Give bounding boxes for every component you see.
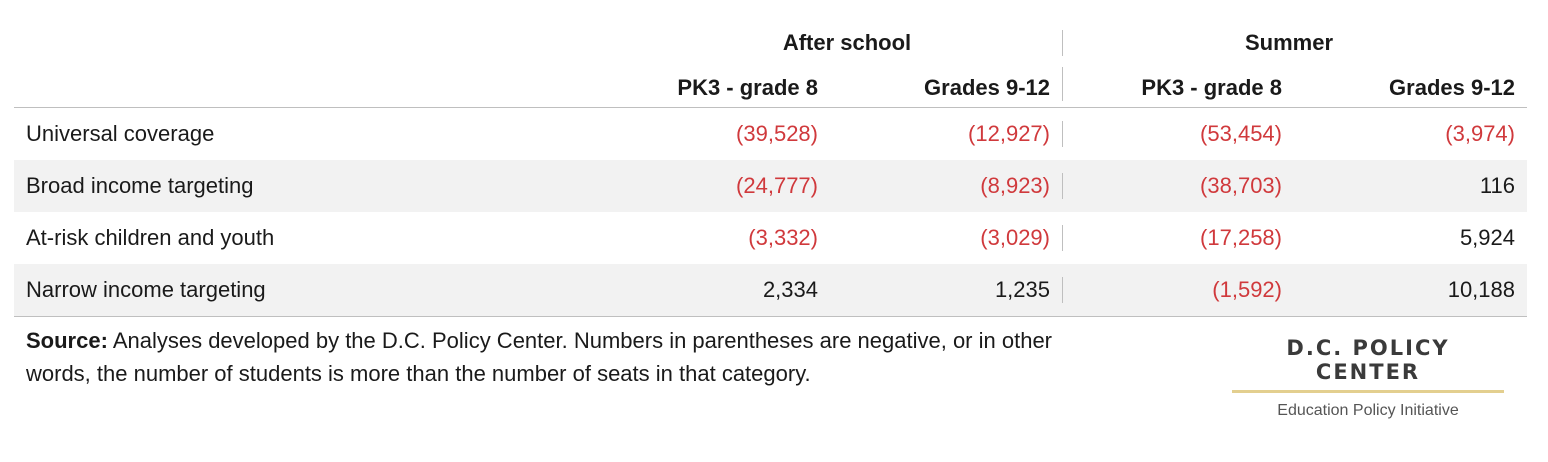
table-row: Broad income targeting (24,777) (8,923) … [14,160,1527,212]
table-cell: (17,258) [1200,225,1282,250]
column-header-row: PK3 - grade 8 Grades 9-12 PK3 - grade 8 … [14,67,1527,108]
row-label: Universal coverage [26,121,215,146]
logo-subtitle: Education Policy Initiative [1277,402,1459,419]
logo-name: D.C. POLICY CENTER [1232,336,1504,393]
header-spacer [14,67,624,75]
table-cell: (3,029) [830,225,1063,251]
table-cell: (1,592) [1212,277,1282,302]
column-header-summer-9-12: Grades 9-12 [1389,75,1515,100]
table-cell: 116 [1479,173,1515,198]
table-cell: (3,332) [748,225,818,250]
table-cell: (3,974) [1445,121,1515,146]
source-text: Analyses developed by the D.C. Policy Ce… [26,328,1052,386]
table-cell: (12,927) [830,121,1063,147]
table-row: Universal coverage (39,528) (12,927) (53… [14,108,1527,160]
table-cell: 10,188 [1447,277,1515,302]
column-header-after-9-12: Grades 9-12 [830,67,1063,101]
table-cell: 2,334 [762,277,818,302]
column-group-summer: Summer [1244,29,1334,55]
table-row: Narrow income targeting 2,334 1,235 (1,5… [14,264,1527,317]
dc-policy-center-logo: D.C. POLICY CENTER Education Policy Init… [1232,336,1504,420]
table-cell: 5,924 [1459,225,1515,250]
row-label: Narrow income targeting [26,277,266,302]
source-note: Source: Analyses developed by the D.C. P… [26,324,1066,390]
table-cell: (39,528) [736,121,818,146]
table-cell: 1,235 [830,277,1063,303]
column-group-after-school: After school [624,29,1063,56]
row-label: At-risk children and youth [26,225,275,250]
data-table: After school Summer PK3 - grade 8 Grades… [14,18,1527,317]
row-label: Broad income targeting [26,173,254,198]
table-row: At-risk children and youth (3,332) (3,02… [14,212,1527,264]
column-header-after-pk3: PK3 - grade 8 [677,75,818,100]
table-cell: (24,777) [736,173,818,198]
column-header-summer-pk3: PK3 - grade 8 [1141,75,1282,100]
table-cell: (8,923) [830,173,1063,199]
table-cell: (38,703) [1200,173,1282,198]
source-label: Source: [26,328,108,353]
column-group-header-row: After school Summer [14,18,1527,67]
table-cell: (53,454) [1200,121,1282,146]
